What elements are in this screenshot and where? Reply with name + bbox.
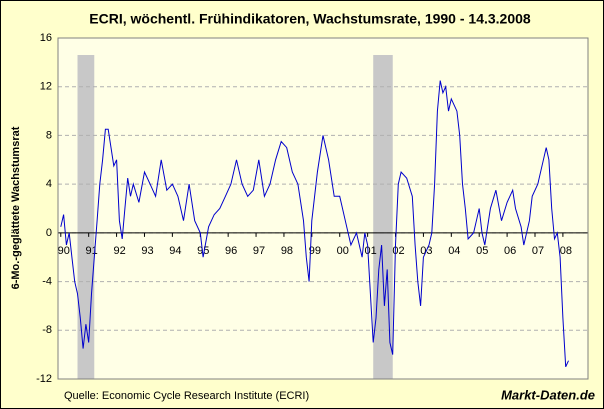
chart-title: ECRI, wöchentl. Frühindikatoren, Wachstu… [89, 11, 531, 27]
x-tick-label: 92 [113, 245, 125, 257]
y-tick-label: -4 [42, 275, 52, 287]
x-tick-label: 99 [309, 245, 321, 257]
x-tick-label: 98 [281, 245, 293, 257]
y-tick-label: 0 [46, 227, 52, 239]
y-tick-label: 4 [46, 178, 52, 190]
x-tick-label: 02 [392, 245, 404, 257]
plot-border [57, 37, 589, 380]
x-tick-label: 07 [532, 245, 544, 257]
x-tick-label: 06 [504, 245, 516, 257]
x-tick-label: 91 [86, 245, 98, 257]
y-tick-label: -8 [42, 324, 52, 336]
y-tick-label: -12 [36, 373, 52, 385]
x-tick-label: 05 [476, 245, 488, 257]
x-tick-label: 90 [58, 245, 70, 257]
plot-background [58, 38, 588, 379]
shaded-period [77, 55, 95, 379]
x-tick-label: 95 [197, 245, 209, 257]
x-tick-label: 00 [337, 245, 349, 257]
x-tick-label: 96 [225, 245, 237, 257]
y-tick-label: 16 [40, 32, 52, 44]
x-tick-label: 08 [560, 245, 572, 257]
brand: Markt-Daten.de [501, 387, 595, 402]
x-tick-label: 93 [141, 245, 153, 257]
x-tick-label: 94 [169, 245, 181, 257]
source-note: Quelle: Economic Cycle Research Institut… [64, 390, 309, 402]
x-tick-label: 01 [365, 245, 377, 257]
y-axis-label: 6-Mo.-geglättete Wachstumsrat [10, 126, 22, 289]
x-tick-label: 97 [253, 245, 265, 257]
y-tick-label: 12 [40, 81, 52, 93]
x-tick-label: 04 [448, 245, 460, 257]
y-tick-label: 8 [46, 129, 52, 141]
data-line [60, 80, 569, 368]
